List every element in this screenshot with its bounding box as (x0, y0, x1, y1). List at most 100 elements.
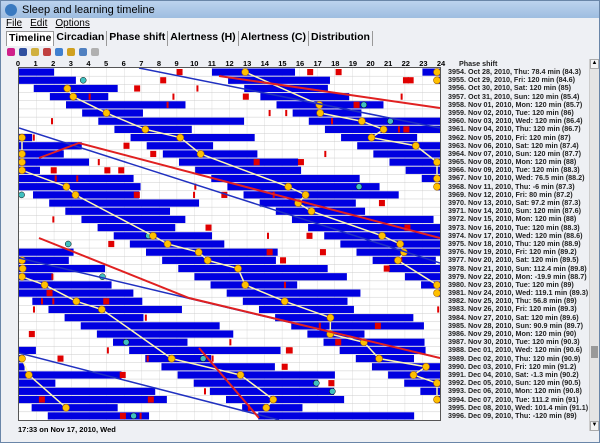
event-mark (119, 412, 126, 419)
sleep-block (258, 412, 415, 420)
tab-alertness-c[interactable]: Alertness (C) (239, 31, 310, 46)
event-mark (146, 355, 149, 362)
tab-timeline[interactable]: Timeline (6, 31, 55, 46)
sleep-block (32, 297, 143, 305)
list-item[interactable]: 3982. Nov 25, 2010, Thu: 56.8 min (89) (448, 296, 577, 306)
yellow-marker (163, 240, 172, 248)
list-item[interactable]: 3978. Nov 21, 2010, Sun: 112.4 min (89.8… (448, 263, 587, 273)
list-item[interactable]: 3996. Dec 09, 2010, Thu: -120 min (89) (448, 410, 577, 420)
list-item[interactable]: 3957. Oct 31, 2010, Sun: 120 min (85.4) (448, 91, 580, 101)
wand-icon[interactable] (67, 48, 75, 56)
tab-circadian[interactable]: Circadian (54, 31, 108, 46)
marker-link (28, 374, 67, 409)
list-item[interactable]: 3960. Nov 03, 2010, Wed: 120 min (86.4) (448, 116, 583, 126)
list-item[interactable]: 3967. Nov 10, 2010, Wed: 76.5 min (88.2) (448, 173, 585, 183)
sleep-block (19, 281, 112, 289)
list-item[interactable]: 3980. Nov 23, 2010, Tue: 120 min (89) (448, 279, 574, 289)
sleep-block (19, 142, 82, 150)
list-item[interactable]: 3958. Nov 01, 2010, Mon: 120 min (85.7) (448, 99, 583, 109)
list-item[interactable]: 3968. Nov 11, 2010, Thu: -6 min (87.3) (448, 181, 575, 191)
yellow-marker (409, 371, 418, 379)
marker-link (106, 112, 146, 131)
list-item[interactable]: 3995. Dec 08, 2010, Wed: 101.4 min (91.1… (448, 402, 589, 412)
list-item[interactable]: 3963. Nov 06, 2010, Sat: 120 min (87.4) (448, 140, 579, 150)
list-item[interactable]: 3981. Nov 24, 2010, Wed: 119.1 min (89.3… (448, 288, 589, 298)
tab-phase-shift[interactable]: Phase shift (107, 31, 169, 46)
list-item[interactable]: 3961. Nov 04, 2010, Thu: 120 min (86.7) (448, 124, 581, 134)
list-item[interactable]: 3979. Nov 22, 2010, Mon: -19.9 min (88.7… (448, 271, 587, 281)
sleep-icon[interactable] (19, 48, 27, 56)
phase-shift-list[interactable]: Phase shift 3954. Oct 28, 2010, Thu: 78.… (445, 59, 589, 431)
sleep-block (146, 142, 214, 150)
list-item[interactable]: 3977. Nov 20, 2010, Sat: 120 min (89.5) (448, 255, 579, 265)
list-item[interactable]: 3959. Nov 02, 2010, Tue: 120 min (86) (448, 107, 574, 117)
list-item[interactable]: 3971. Nov 14, 2010, Sun: 120 min (87.6) (448, 206, 582, 216)
menu-file[interactable]: File (6, 18, 23, 29)
list-item[interactable]: 3956. Oct 30, 2010, Sat: 120 min (85) (448, 83, 572, 93)
scroll-thumb[interactable] (591, 346, 598, 358)
sleep-block (421, 281, 440, 289)
list-item[interactable]: 3987. Nov 30, 2010, Tue: 120 min (90.3) (448, 337, 580, 347)
list-item[interactable]: 3973. Nov 16, 2010, Tue: 120 min (88.3) (448, 222, 580, 232)
calendar-icon[interactable] (43, 48, 51, 56)
tab-distribution[interactable]: Distribution (309, 31, 373, 46)
list-item[interactable]: 3962. Nov 05, 2010, Fri: 120 min (87) (448, 132, 571, 142)
yellow-marker (433, 395, 440, 404)
yellow-marker (19, 158, 26, 166)
cyan-marker (199, 355, 207, 362)
list-item[interactable]: 3993. Dec 06, 2010, Mon: 120 min (90.8) (448, 386, 582, 396)
event-mark (88, 93, 91, 100)
list-item[interactable]: 3990. Dec 03, 2010, Fri: 120 min (91.2) (448, 361, 577, 371)
list-item[interactable]: 3994. Dec 07, 2010, Tue: 111.2 min (91) (448, 394, 579, 404)
event-mark (57, 355, 64, 362)
marker-link (240, 374, 274, 401)
list-item[interactable]: 3966. Nov 09, 2010, Tue: 120 min (88.3) (448, 165, 580, 175)
sleep-block (113, 338, 188, 346)
sleep-block (373, 150, 440, 158)
list-item[interactable]: 3985. Nov 28, 2010, Sun: 90.9 min (89.7) (448, 320, 584, 330)
list-item[interactable]: 3965. Nov 08, 2010, Mon: 120 min (88) (448, 157, 577, 167)
yellow-marker (316, 109, 324, 117)
record-icon[interactable] (7, 48, 15, 56)
sleep-block (339, 346, 426, 355)
sleep-block (146, 248, 278, 256)
sleep-block (96, 330, 234, 338)
hour-tick-label: 10 (190, 59, 199, 68)
sleep-block (194, 273, 347, 281)
hour-tick-label: 17 (313, 59, 322, 68)
list-item[interactable]: 3972. Nov 15, 2010, Mon: 120 min (88) (448, 214, 577, 224)
mail-icon[interactable] (31, 48, 39, 56)
tab-alertness-h[interactable]: Alertness (H) (168, 31, 239, 46)
yellow-marker (433, 158, 440, 166)
list-item[interactable]: 3969. Nov 12, 2010, Fri: 80 min (87.2) (448, 189, 573, 199)
yellow-marker (301, 191, 310, 199)
list-item[interactable]: 3954. Oct 28, 2010, Thu: 78.4 min (84.3) (448, 67, 582, 76)
list-item[interactable]: 3983. Nov 26, 2010, Fri: 120 min (89.3) (448, 304, 577, 314)
list-item[interactable]: 3970. Nov 13, 2010, Sat: 97.2 min (87.3) (448, 198, 581, 207)
hour-tick-label: 20 (366, 59, 375, 68)
sleep-block (227, 183, 380, 191)
list-item[interactable]: 3991. Dec 04, 2010, Sat: -1.3 min (90.2) (448, 369, 579, 379)
scroll-down-button[interactable]: ▼ (590, 421, 599, 431)
menu-options[interactable]: Options (55, 18, 90, 29)
scroll-up-button[interactable]: ▲ (590, 59, 599, 69)
list-item[interactable]: 3976. Nov 19, 2010, Fri: 120 min (89.2) (448, 247, 577, 257)
menu-edit[interactable]: Edit (30, 18, 48, 29)
timeline-grid[interactable] (18, 67, 441, 421)
list-item[interactable]: 3988. Dec 01, 2010, Wed: 120 min (90.6) (448, 345, 583, 355)
list-item[interactable]: 3975. Nov 18, 2010, Thu: 120 min (88.9) (448, 238, 581, 248)
list-item[interactable]: 3964. Nov 07, 2010, Sun: 120 min (87.7) (448, 148, 582, 158)
info-icon[interactable] (55, 48, 63, 56)
list-scrollbar[interactable]: ▲ ▼ (589, 59, 599, 431)
sleep-block (195, 166, 302, 174)
sleep-block (130, 133, 255, 142)
save-icon[interactable] (79, 48, 87, 56)
list-item[interactable]: 3992. Dec 05, 2010, Sun: 120 min (90.5) (448, 378, 581, 388)
list-item[interactable]: 3974. Nov 17, 2010, Wed: 120 min (88.6) (448, 230, 583, 240)
list-item[interactable]: 3989. Dec 02, 2010, Thu: 120 min (90.9) (448, 353, 581, 363)
folder-icon[interactable] (91, 48, 99, 56)
list-item[interactable]: 3986. Nov 29, 2010, Mon: 120 min (90) (448, 329, 577, 338)
sleep-block (114, 125, 192, 133)
list-item[interactable]: 3955. Oct 29, 2010, Fri: 120 min (84.6) (448, 75, 576, 85)
list-item[interactable]: 3984. Nov 27, 2010, Sat: 120 min (89.6) (448, 312, 579, 322)
